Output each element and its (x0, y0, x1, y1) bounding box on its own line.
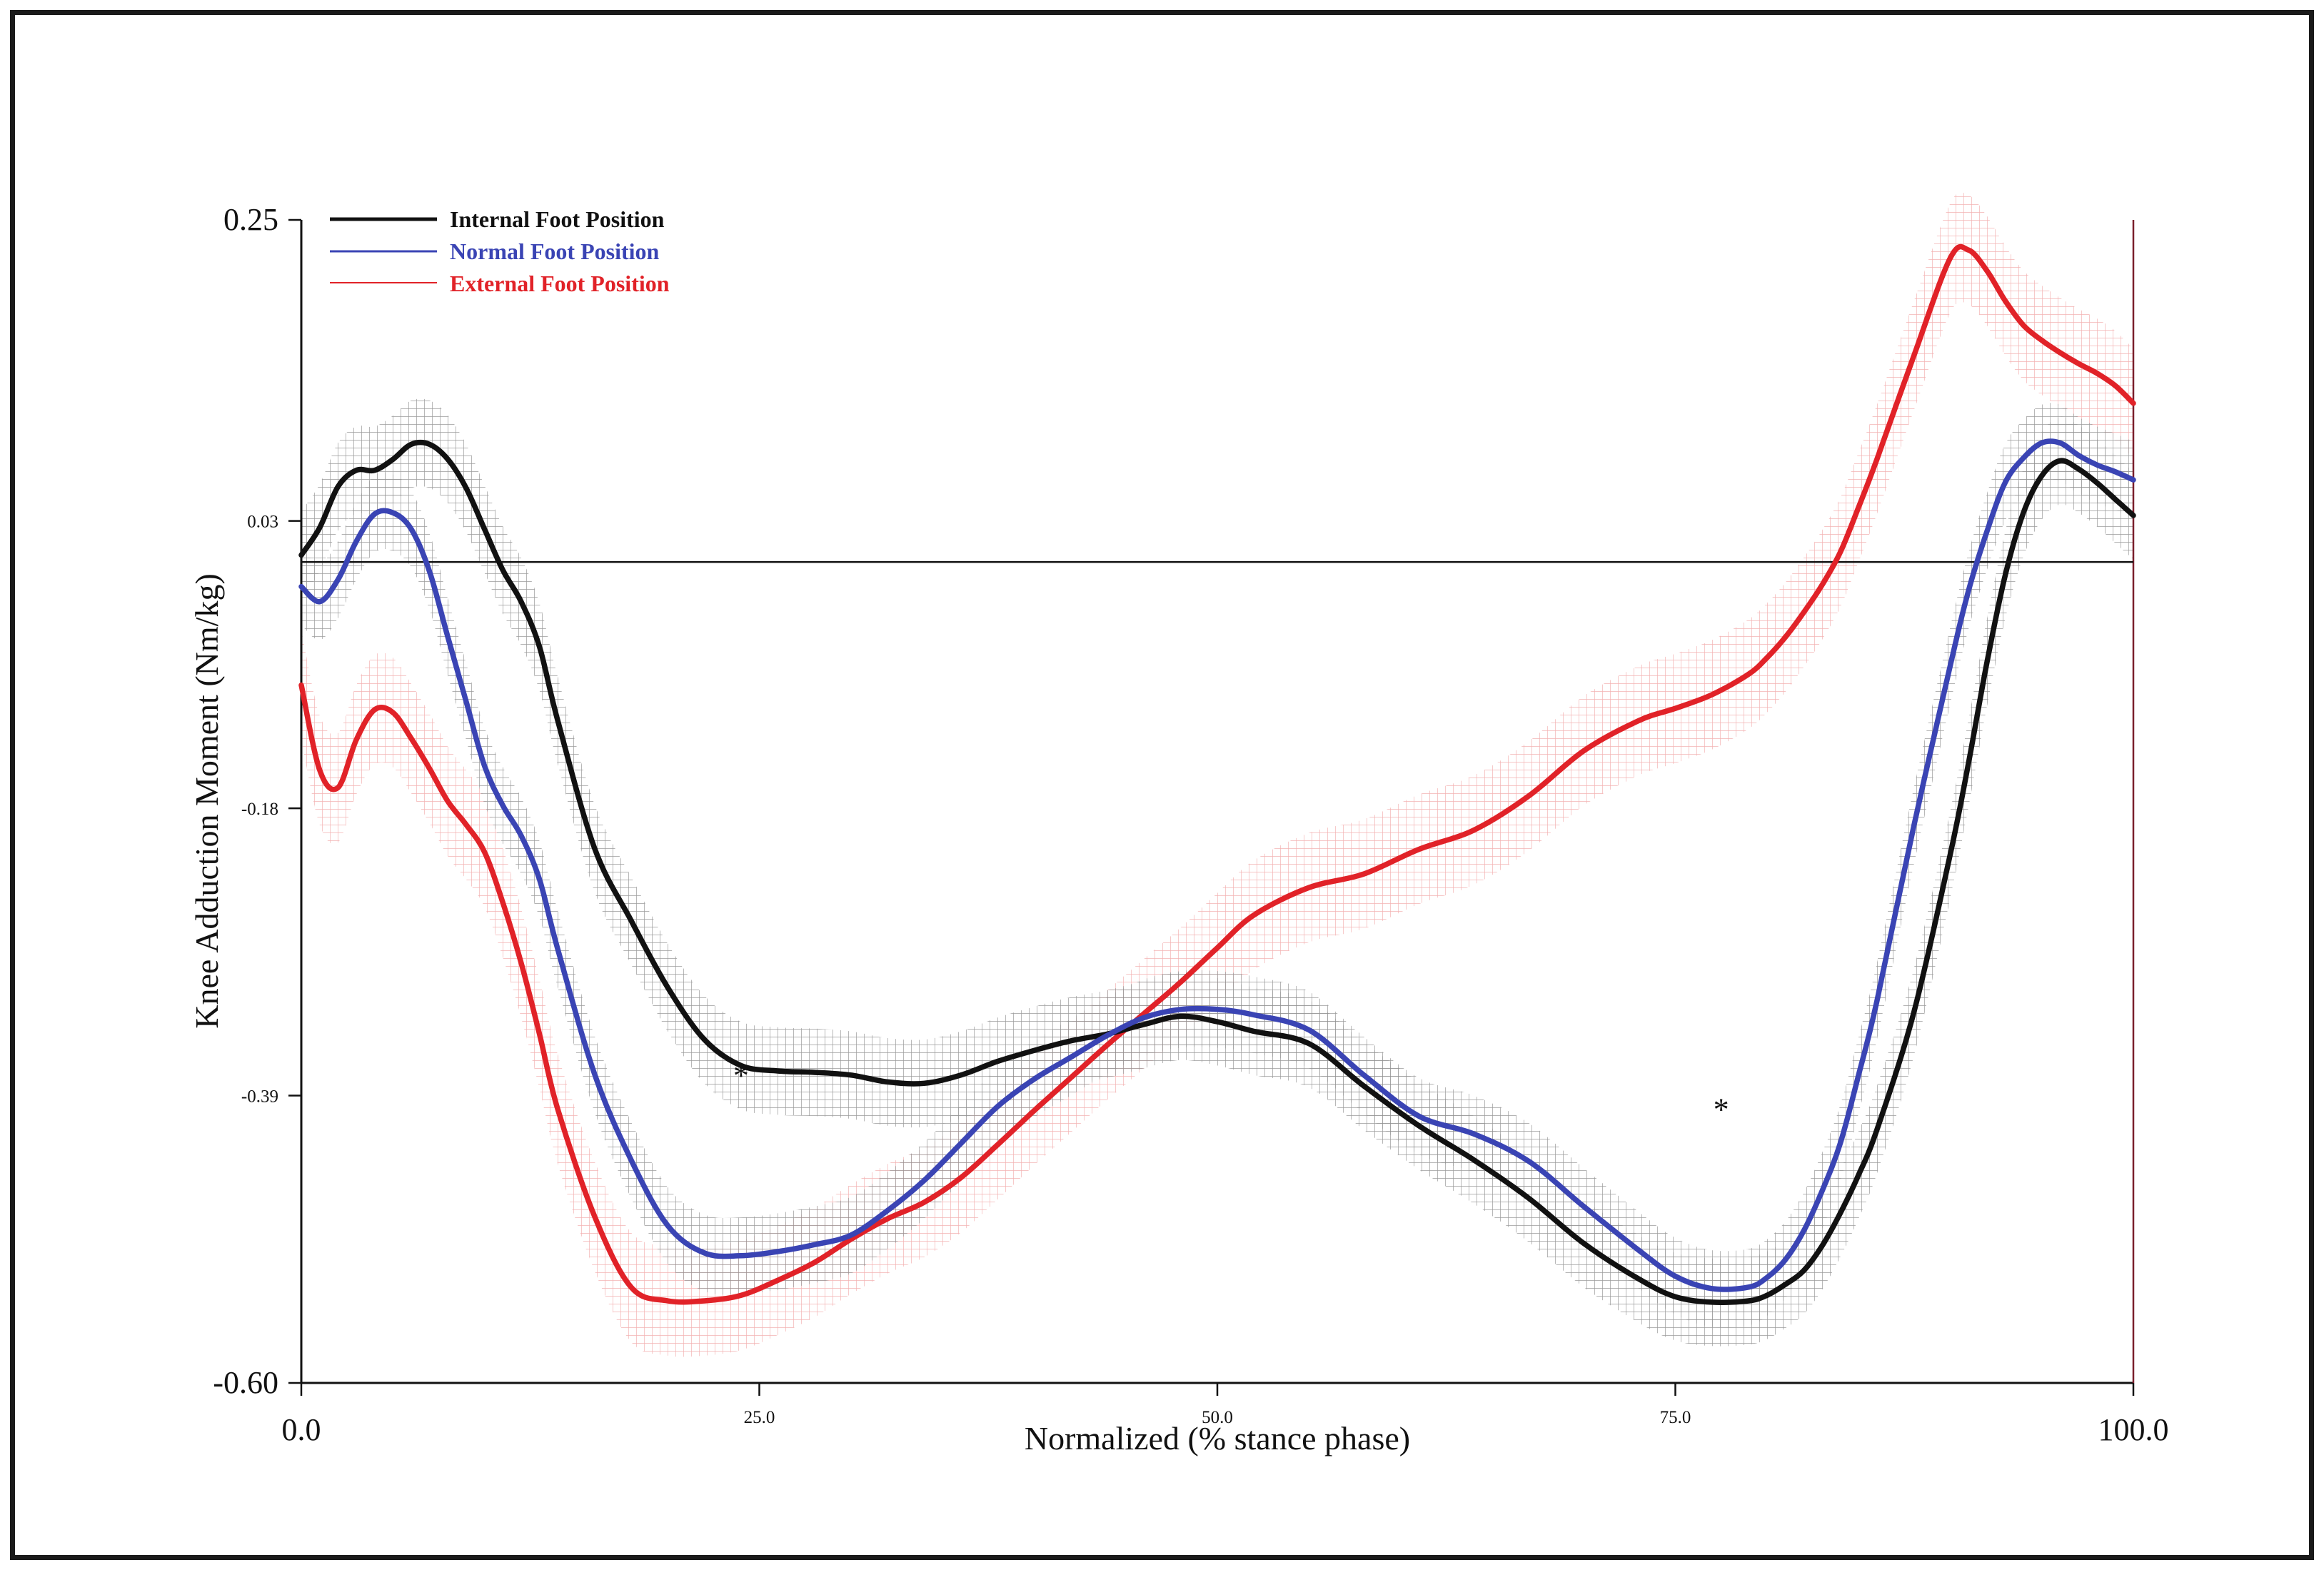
y-tick-label: -0.18 (241, 800, 278, 819)
significance-asterisk: * (733, 1058, 749, 1093)
legend-label-normal: Normal Foot Position (450, 238, 660, 264)
x-tick-label: 100.0 (2098, 1412, 2169, 1447)
x-axis-title: Normalized (% stance phase) (1025, 1420, 1410, 1456)
error-bands (301, 191, 2133, 1357)
y-tick-label: -0.60 (213, 1365, 278, 1400)
y-axis-title: Knee Adduction Moment (Nm/kg) (188, 573, 225, 1029)
x-tick-label: 0.0 (282, 1412, 321, 1447)
x-tick-label: 75.0 (1660, 1408, 1691, 1427)
x-tick-label: 50.0 (1202, 1408, 1233, 1427)
legend-label-internal: Internal Foot Position (450, 206, 665, 232)
y-tick-label: 0.25 (223, 202, 278, 237)
ticks: 0.0 25.0 50.0 75.0 100.0 0.25 0.03 -0.18 -0.39 -0… (213, 202, 2168, 1447)
error-band-2 (301, 191, 2133, 1357)
legend-label-external: External Foot Position (450, 271, 670, 296)
annotations: ** (733, 1058, 1729, 1127)
x-tick-label: 25.0 (744, 1408, 775, 1427)
series-lines (298, 243, 2136, 1305)
significance-asterisk: * (1714, 1092, 1729, 1127)
error-band-0 (301, 398, 2133, 1347)
y-tick-label: 0.03 (247, 513, 278, 532)
y-tick-label: -0.39 (241, 1087, 278, 1107)
legend: Internal Foot Position Normal Foot Posit… (330, 206, 670, 296)
series-line-2 (298, 243, 2136, 1305)
series-line-0 (298, 439, 2136, 1305)
series-line-1 (298, 438, 2136, 1292)
